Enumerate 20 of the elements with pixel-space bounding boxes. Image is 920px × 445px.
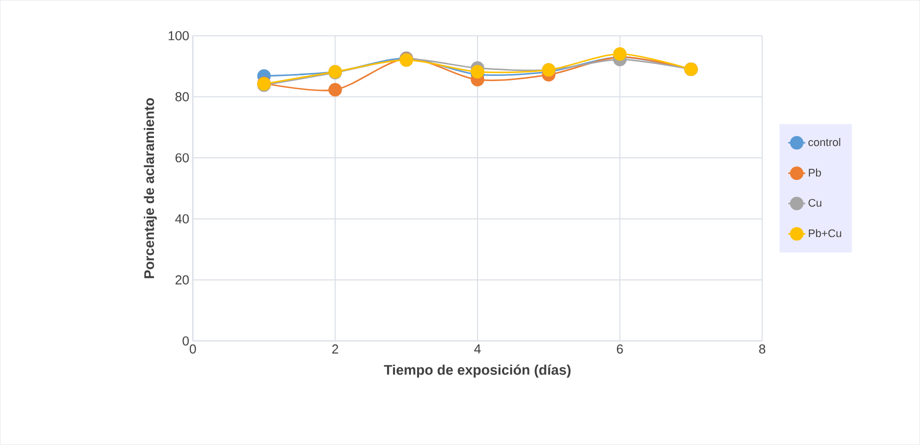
legend-label: Pb — [808, 168, 821, 177]
x-tick-label: 4 — [474, 344, 481, 354]
y-axis-title: Porcentaje de aclaramiento — [144, 98, 157, 278]
x-tick-label: 6 — [616, 344, 623, 354]
legend-label: control — [808, 138, 840, 146]
point — [470, 65, 484, 79]
y-tick-label: 100 — [168, 31, 189, 40]
y-tick-label: 60 — [176, 153, 189, 163]
point — [328, 83, 342, 97]
x-tick-label: 8 — [759, 344, 766, 354]
legend-label: Pb+Cu — [808, 229, 842, 238]
legend-label: Cu — [808, 199, 822, 207]
y-tick-label: 20 — [176, 275, 189, 285]
point — [613, 47, 627, 61]
y-tick-label: 80 — [175, 92, 189, 102]
y-tick-label: 0 — [182, 336, 189, 346]
x-tick-label: 2 — [332, 344, 338, 354]
x-axis-title: Tiempo de exposición (días) — [384, 364, 571, 378]
y-tick-label: 40 — [175, 214, 189, 224]
x-tick-label: 0 — [190, 344, 196, 354]
